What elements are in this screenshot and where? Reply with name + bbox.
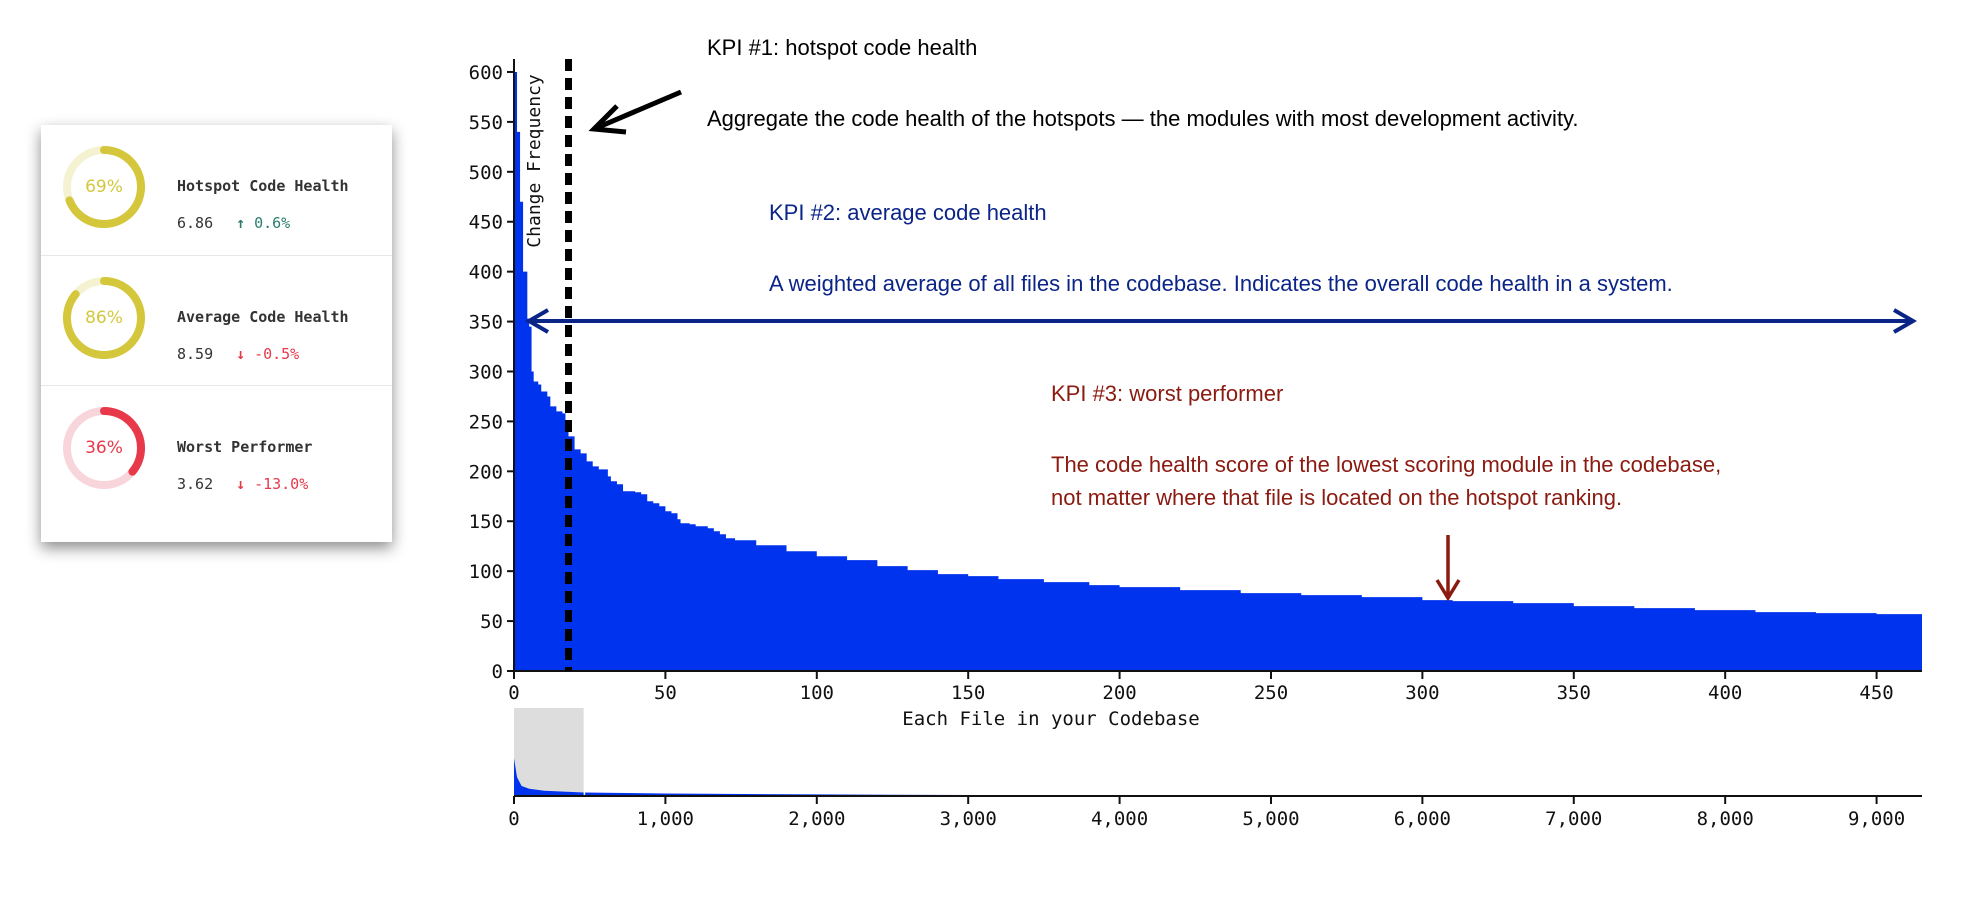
kpi-delta: ↓ -0.5% bbox=[236, 345, 299, 363]
y-tick-label: 150 bbox=[469, 511, 503, 533]
x-tick-label: 300 bbox=[1405, 682, 1439, 704]
donut-progress bbox=[63, 146, 145, 228]
overview-chart: 0 1,000 2,000 3,000 4,000 5,000 6,000 7,000 8,00… bbox=[508, 708, 1922, 830]
x-tick-label: 0 bbox=[508, 682, 519, 704]
overview-x-tick-label: 3,000 bbox=[940, 808, 997, 830]
kpi-value: 3.62 bbox=[177, 475, 214, 493]
kpi-delta: ↓ -13.0% bbox=[236, 475, 308, 493]
y-tick-label: 200 bbox=[469, 461, 503, 483]
change-frequency-area bbox=[514, 71, 1922, 672]
overview-x-tick-label: 6,000 bbox=[1394, 808, 1451, 830]
donut-gauge bbox=[63, 146, 145, 228]
kpi3-title: KPI #3: worst performer bbox=[1051, 381, 1283, 406]
arrow-up-icon: ↑ bbox=[236, 214, 246, 232]
overview-x-tick-label: 0 bbox=[508, 808, 519, 830]
kpi-title: Worst Performer bbox=[177, 438, 313, 456]
kpi-card: 69% Hotspot Code Health 6.86 ↑ 0.6% 86% … bbox=[41, 125, 392, 542]
overview-area bbox=[514, 758, 1922, 796]
kpi-value: 6.86 bbox=[177, 214, 214, 232]
overview-brush[interactable] bbox=[514, 708, 585, 796]
overview-x-tick-label: 4,000 bbox=[1091, 808, 1148, 830]
kpi-delta-value: 0.6% bbox=[254, 214, 291, 232]
arrow-down-icon: ↓ bbox=[236, 475, 246, 493]
x-axis-label: Each File in your Codebase bbox=[902, 708, 1199, 730]
y-tick-label: 250 bbox=[469, 411, 503, 433]
overview-x-tick-label: 7,000 bbox=[1545, 808, 1602, 830]
donut-gauge bbox=[63, 277, 145, 359]
y-tick-label: 50 bbox=[480, 611, 503, 633]
kpi-delta-value: -0.5% bbox=[254, 345, 300, 363]
x-tick-label: 150 bbox=[951, 682, 985, 704]
y-tick-label: 600 bbox=[469, 62, 503, 84]
overview-x-tick-label: 2,000 bbox=[788, 808, 845, 830]
y-tick-label: 100 bbox=[469, 561, 503, 583]
x-tick-label: 250 bbox=[1254, 682, 1288, 704]
donut-percent: 86% bbox=[85, 308, 123, 328]
kpi3-text-line1: The code health score of the lowest scor… bbox=[1051, 452, 1721, 477]
kpi2-double-arrow-icon bbox=[525, 308, 1917, 334]
main-chart-plot: 0 50 100 150 200 250 300 350 400 450 500 550 600 0 50 1… bbox=[469, 59, 1922, 704]
y-tick-label: 350 bbox=[469, 312, 503, 334]
kpi-delta-value: -13.0% bbox=[254, 475, 309, 493]
y-tick-label: 300 bbox=[469, 361, 503, 383]
x-tick-label: 100 bbox=[800, 682, 834, 704]
arrow-down-icon: ↓ bbox=[236, 345, 246, 363]
x-tick-label: 400 bbox=[1708, 682, 1742, 704]
y-tick-label: 400 bbox=[469, 262, 503, 284]
kpi-row-hotspot-code-health[interactable]: 69% Hotspot Code Health 6.86 ↑ 0.6% bbox=[41, 125, 392, 255]
kpi3-text-line2: not matter where that file is located on… bbox=[1051, 485, 1622, 510]
kpi-delta: ↑ 0.6% bbox=[236, 214, 290, 232]
kpi3-arrow-icon bbox=[1435, 535, 1461, 602]
x-tick-label: 50 bbox=[654, 682, 677, 704]
donut-progress bbox=[63, 407, 145, 489]
kpi2-text: A weighted average of all files in the c… bbox=[769, 271, 1673, 296]
kpi-title: Average Code Health bbox=[177, 308, 349, 326]
y-tick-label: 500 bbox=[469, 162, 503, 184]
kpi-title: Hotspot Code Health bbox=[177, 177, 349, 195]
donut-percent: 69% bbox=[85, 177, 123, 197]
kpi1-text: Aggregate the code health of the hotspot… bbox=[707, 106, 1579, 131]
donut-progress bbox=[63, 277, 145, 359]
overview-x-tick-label: 9,000 bbox=[1848, 808, 1905, 830]
donut-gauge bbox=[63, 407, 145, 489]
kpi-value: 8.59 bbox=[177, 345, 214, 363]
x-tick-label: 450 bbox=[1859, 682, 1893, 704]
kpi2-title: KPI #2: average code health bbox=[769, 200, 1047, 225]
overview-x-tick-label: 5,000 bbox=[1242, 808, 1299, 830]
kpi1-title: KPI #1: hotspot code health bbox=[707, 35, 977, 60]
overview-x-tick-label: 8,000 bbox=[1697, 808, 1754, 830]
kpi-row-average-code-health[interactable]: 86% Average Code Health 8.59 ↓ -0.5% bbox=[41, 255, 392, 386]
kpi1-arrow-icon bbox=[588, 89, 682, 135]
y-tick-label: 450 bbox=[469, 212, 503, 234]
overview-x-tick-label: 1,000 bbox=[637, 808, 694, 830]
x-tick-label: 350 bbox=[1557, 682, 1591, 704]
x-tick-label: 200 bbox=[1102, 682, 1136, 704]
donut-percent: 36% bbox=[85, 438, 123, 458]
y-axis-label: Change Frequency bbox=[524, 74, 545, 248]
y-tick-label: 550 bbox=[469, 112, 503, 134]
y-tick-label: 0 bbox=[492, 661, 503, 683]
kpi-row-worst-performer[interactable]: 36% Worst Performer 3.62 ↓ -13.0% bbox=[41, 385, 392, 516]
